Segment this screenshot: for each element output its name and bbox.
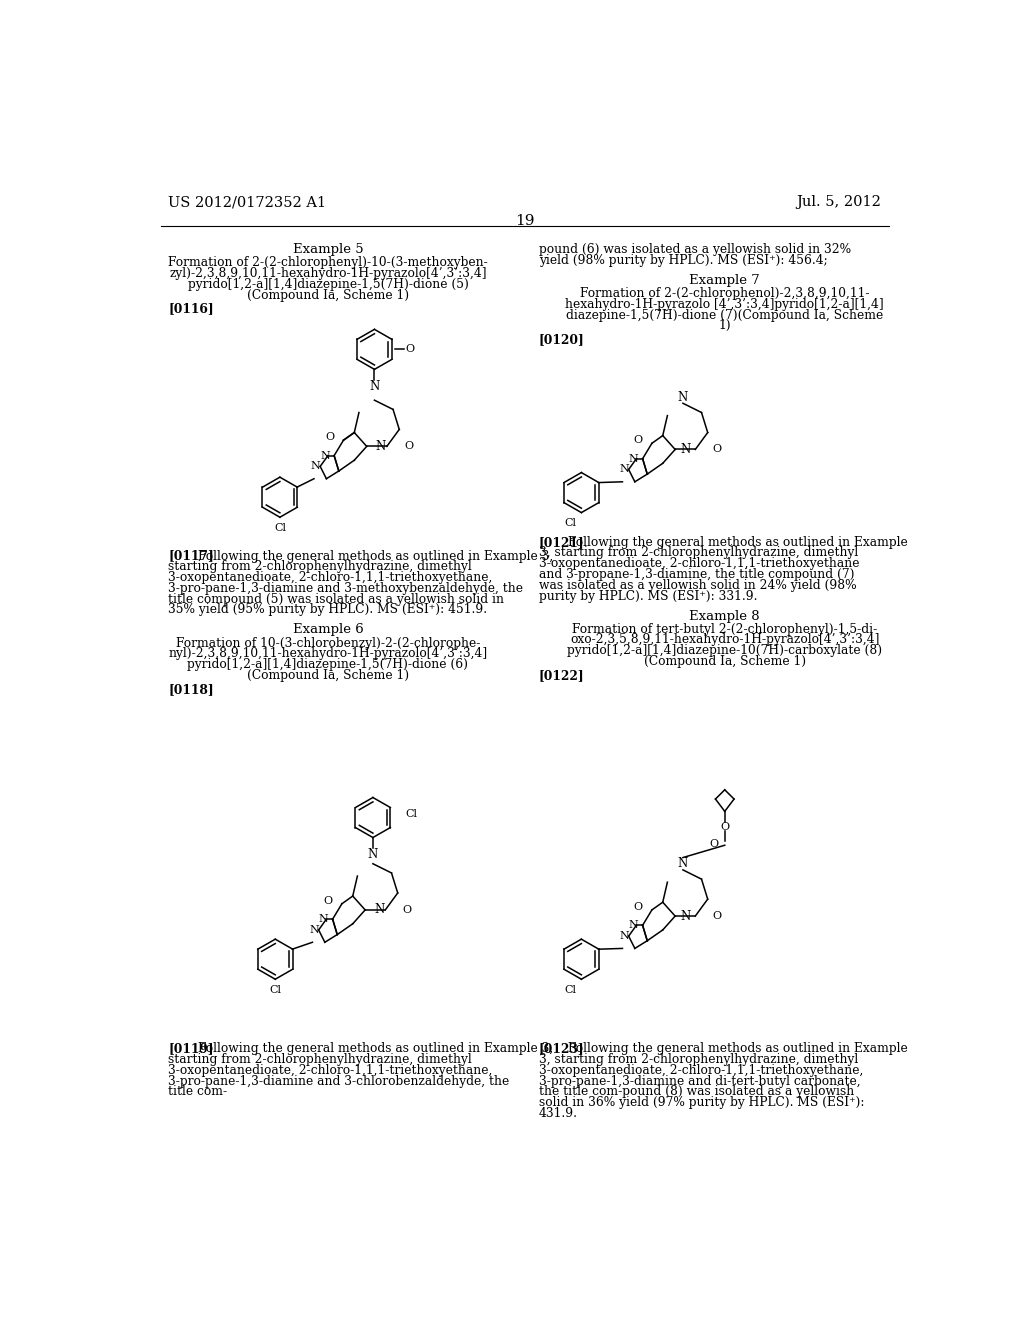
Text: US 2012/0172352 A1: US 2012/0172352 A1 (168, 195, 327, 210)
Text: zyl)-2,3,8,9,10,11-hexahydro-1H-pyrazolo[4’,3’:3,4]: zyl)-2,3,8,9,10,11-hexahydro-1H-pyrazolo… (169, 267, 486, 280)
Text: N: N (319, 450, 330, 461)
Text: title compound (5) was isolated as a yellowish solid in: title compound (5) was isolated as a yel… (168, 593, 504, 606)
Text: N: N (629, 454, 638, 463)
Text: Formation of 10-(3-chlorobenzyl)-2-(2-chlorophe-: Formation of 10-(3-chlorobenzyl)-2-(2-ch… (176, 636, 480, 649)
Text: O: O (710, 838, 719, 849)
Text: Example 7: Example 7 (689, 275, 760, 286)
Text: N: N (678, 391, 688, 404)
Text: (Compound Ia, Scheme 1): (Compound Ia, Scheme 1) (644, 655, 806, 668)
Text: 3, starting from 2-chlorophenylhydrazine, dimethyl: 3, starting from 2-chlorophenylhydrazine… (539, 1053, 858, 1067)
Text: 3-pro-pane-1,3-diamine and 3-chlorobenzaldehyde, the: 3-pro-pane-1,3-diamine and 3-chlorobenza… (168, 1074, 510, 1088)
Text: Following the general methods as outlined in Example 3,: Following the general methods as outline… (198, 549, 553, 562)
Text: O: O (713, 445, 722, 454)
Text: O: O (634, 436, 642, 445)
Text: O: O (634, 902, 642, 912)
Text: Cl: Cl (406, 809, 418, 820)
Text: starting from 2-chlorophenylhydrazine, dimethyl: starting from 2-chlorophenylhydrazine, d… (168, 561, 472, 573)
Text: [0122]: [0122] (539, 669, 585, 682)
Text: 19: 19 (515, 214, 535, 228)
Text: Cl: Cl (269, 985, 282, 995)
Text: oxo-2,3,5,8,9,11-hexahydro-1H-pyrazolo[4’,3’:3,4]: oxo-2,3,5,8,9,11-hexahydro-1H-pyrazolo[4… (570, 634, 880, 647)
Text: O: O (406, 345, 415, 354)
Text: nyl)-2,3,8,9,10,11-hexahydro-1H-pyrazolo[4’,3’:3,4]: nyl)-2,3,8,9,10,11-hexahydro-1H-pyrazolo… (168, 647, 487, 660)
Text: O: O (325, 432, 334, 442)
Text: [0116]: [0116] (168, 302, 214, 315)
Text: O: O (324, 896, 333, 906)
Text: 3-oxopentanedioate, 2-chloro-1,1,1-triethoxyethane,: 3-oxopentanedioate, 2-chloro-1,1,1-triet… (168, 1064, 493, 1077)
Text: Example 6: Example 6 (293, 623, 364, 636)
Text: Formation of tert-butyl 2-(2-chlorophenyl)-1,5-di-: Formation of tert-butyl 2-(2-chloropheny… (572, 623, 878, 636)
Text: O: O (402, 906, 412, 915)
Text: N: N (681, 909, 691, 923)
Text: pound (6) was isolated as a yellowish solid in 32%: pound (6) was isolated as a yellowish so… (539, 243, 851, 256)
Text: Cl: Cl (564, 519, 577, 528)
Text: N: N (376, 440, 386, 453)
Text: and 3-propane-1,3-diamine, the title compound (7): and 3-propane-1,3-diamine, the title com… (539, 568, 854, 581)
Text: N: N (620, 465, 629, 474)
Text: diazepine-1,5(7H)-dione (7)(Compound Ia, Scheme: diazepine-1,5(7H)-dione (7)(Compound Ia,… (566, 309, 884, 322)
Text: 431.9.: 431.9. (539, 1107, 578, 1121)
Text: N: N (681, 444, 691, 455)
Text: solid in 36% yield (97% purity by HPLC). MS (ESI⁺):: solid in 36% yield (97% purity by HPLC).… (539, 1096, 864, 1109)
Text: N: N (310, 462, 321, 471)
Text: N: N (620, 931, 629, 941)
Text: pyrido[1,2-a][1,4]diazepine-1,5(7H)-dione (6): pyrido[1,2-a][1,4]diazepine-1,5(7H)-dion… (187, 659, 468, 671)
Text: [0119]: [0119] (168, 1043, 214, 1056)
Text: [0120]: [0120] (539, 333, 585, 346)
Text: 3-oxopentanedioate, 2-chloro-1,1,1-triethoxyethane,: 3-oxopentanedioate, 2-chloro-1,1,1-triet… (539, 1064, 863, 1077)
Text: pyrido[1,2-a][1,4]diazepine-1,5(7H)-dione (5): pyrido[1,2-a][1,4]diazepine-1,5(7H)-dion… (187, 277, 468, 290)
Text: title com-: title com- (168, 1085, 227, 1098)
Text: pyrido[1,2-a][1,4]diazepine-10(7H)-carboxylate (8): pyrido[1,2-a][1,4]diazepine-10(7H)-carbo… (567, 644, 883, 657)
Text: 3-pro-pane-1,3-diamine and di-tert-butyl carbonate,: 3-pro-pane-1,3-diamine and di-tert-butyl… (539, 1074, 860, 1088)
Text: starting from 2-chlorophenylhydrazine, dimethyl: starting from 2-chlorophenylhydrazine, d… (168, 1053, 472, 1067)
Text: N: N (318, 915, 328, 924)
Text: Cl: Cl (273, 523, 286, 533)
Text: [0117]: [0117] (168, 549, 214, 562)
Text: Cl: Cl (564, 985, 577, 995)
Text: Following the general methods as outlined in Example: Following the general methods as outline… (568, 1043, 908, 1056)
Text: Formation of 2-(2-chlorophenol)-2,3,8,9,10,11-: Formation of 2-(2-chlorophenol)-2,3,8,9,… (580, 286, 869, 300)
Text: 3, starting from 2-chlorophenylhydrazine, dimethyl: 3, starting from 2-chlorophenylhydrazine… (539, 546, 858, 560)
Text: yield (98% purity by HPLC). MS (ESI⁺): 456.4;: yield (98% purity by HPLC). MS (ESI⁺): 4… (539, 253, 827, 267)
Text: was isolated as a yellowish solid in 24% yield (98%: was isolated as a yellowish solid in 24%… (539, 579, 856, 591)
Text: hexahydro-1H-pyrazolo [4’,3’:3,4]pyrido[1,2-a][1,4]: hexahydro-1H-pyrazolo [4’,3’:3,4]pyrido[… (565, 298, 884, 310)
Text: Example 5: Example 5 (293, 243, 364, 256)
Text: Example 8: Example 8 (689, 610, 760, 623)
Text: N: N (368, 847, 378, 861)
Text: [0121]: [0121] (539, 536, 585, 549)
Text: Following the general methods as outlined in Example 3,: Following the general methods as outline… (198, 1043, 553, 1056)
Text: Following the general methods as outlined in Example: Following the general methods as outline… (568, 536, 908, 549)
Text: (Compound Ia, Scheme 1): (Compound Ia, Scheme 1) (247, 289, 409, 301)
Text: [0118]: [0118] (168, 682, 214, 696)
Text: Jul. 5, 2012: Jul. 5, 2012 (797, 195, 882, 210)
Text: 35% yield (95% purity by HPLC). MS (ESI⁺): 451.9.: 35% yield (95% purity by HPLC). MS (ESI⁺… (168, 603, 487, 616)
Text: 3-pro-pane-1,3-diamine and 3-methoxybenzaldehyde, the: 3-pro-pane-1,3-diamine and 3-methoxybenz… (168, 582, 523, 595)
Text: O: O (404, 441, 413, 451)
Text: 3-oxopentanedioate, 2-chloro-1,1,1-triethoxyethane: 3-oxopentanedioate, 2-chloro-1,1,1-triet… (539, 557, 859, 570)
Text: N: N (374, 903, 384, 916)
Text: 1): 1) (719, 319, 731, 333)
Text: 3-oxopentanedioate, 2-chloro-1,1,1-triethoxyethane,: 3-oxopentanedioate, 2-chloro-1,1,1-triet… (168, 572, 493, 585)
Text: [0123]: [0123] (539, 1043, 585, 1056)
Text: N: N (370, 380, 380, 393)
Text: Formation of 2-(2-chlorophenyl)-10-(3-methoxyben-: Formation of 2-(2-chlorophenyl)-10-(3-me… (168, 256, 487, 269)
Text: N: N (678, 857, 688, 870)
Text: O: O (720, 822, 729, 832)
Text: (Compound Ia, Scheme 1): (Compound Ia, Scheme 1) (247, 669, 409, 682)
Text: the title com-pound (8) was isolated as a yellowish: the title com-pound (8) was isolated as … (539, 1085, 854, 1098)
Text: purity by HPLC). MS (ESI⁺): 331.9.: purity by HPLC). MS (ESI⁺): 331.9. (539, 590, 758, 603)
Text: O: O (713, 911, 722, 921)
Text: N: N (309, 925, 318, 935)
Text: N: N (629, 920, 638, 931)
